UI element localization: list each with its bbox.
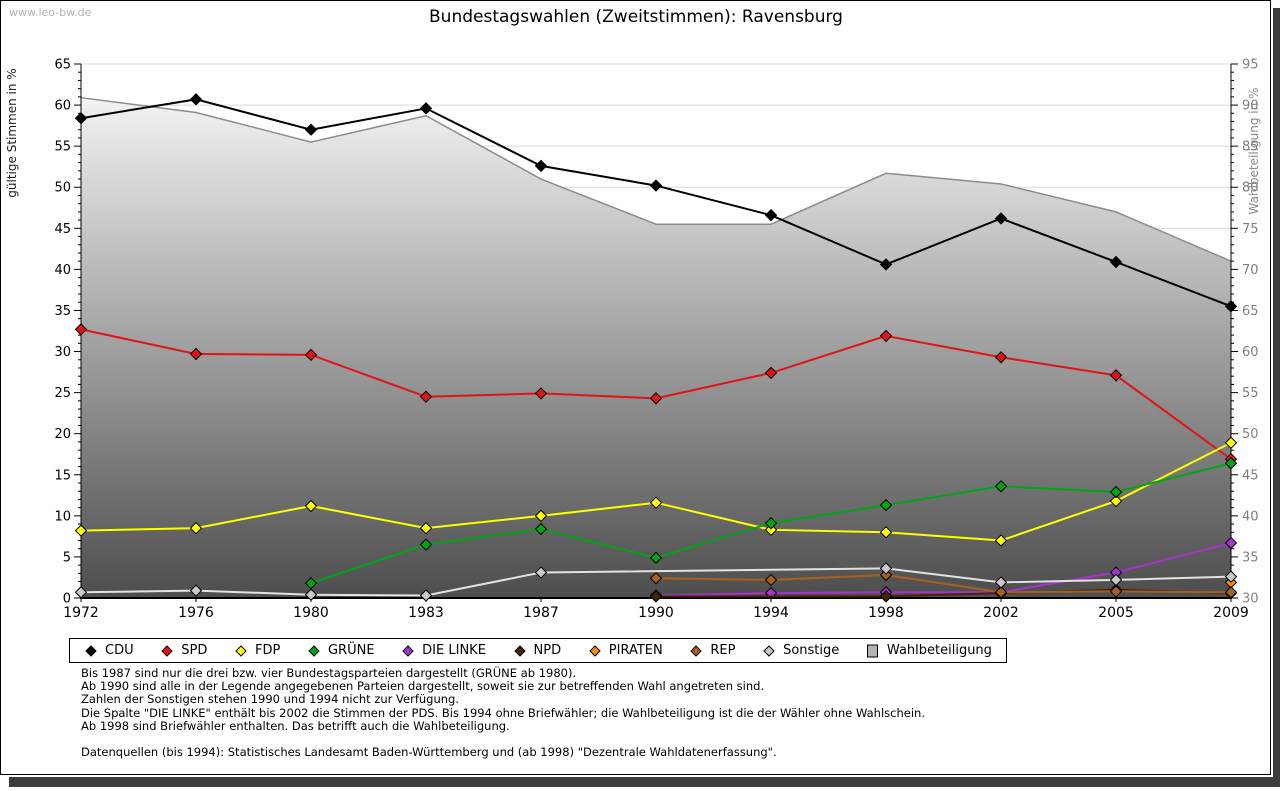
chart-legend: CDU SPD FDP GRÜNE DIE LINKE NPD PIRATEN REP Sons…: [69, 638, 1007, 663]
svg-text:55: 55: [54, 140, 71, 155]
svg-text:65: 65: [54, 58, 71, 73]
svg-text:90: 90: [1242, 99, 1259, 114]
legend-label: SPD: [181, 643, 208, 658]
legend-label: Wahlbeteiligung: [886, 643, 992, 658]
chart-canvas: 0 5 10 15 20 25 30 35 40 45 50 55 60 65 30 35 40 45 50 55 60…: [5, 58, 1261, 622]
legend-label: PIRATEN: [608, 643, 663, 658]
footer-notes: Bis 1987 sind nur die drei bzw. vier Bun…: [81, 666, 925, 760]
legend-label: NPD: [533, 643, 562, 658]
svg-text:45: 45: [54, 222, 71, 237]
footnote-line: Die Spalte "DIE LINKE" enthält bis 2002 …: [81, 705, 925, 720]
svg-text:1972: 1972: [63, 605, 99, 621]
svg-text:1980: 1980: [293, 605, 329, 621]
svg-text:1976: 1976: [178, 605, 214, 621]
drop-shadow-right: [1273, 8, 1280, 785]
svg-text:70: 70: [1242, 263, 1259, 278]
svg-text:95: 95: [1242, 58, 1259, 73]
svg-text:30: 30: [54, 345, 71, 360]
footnote-line: Ab 1998 sind Briefwähler enthalten. Das …: [81, 718, 510, 733]
page-title: Bundestagswahlen (Zweitstimmen): Ravensb…: [429, 7, 843, 27]
footnote-line: Zahlen der Sonstigen stehen 1990 und 199…: [81, 692, 460, 707]
svg-text:35: 35: [54, 304, 71, 319]
svg-text:75: 75: [1242, 222, 1259, 237]
legend-item-fdp: FDP: [234, 643, 280, 658]
svg-text:2002: 2002: [983, 605, 1019, 621]
legend-label: REP: [710, 643, 736, 658]
svg-text:80: 80: [1242, 181, 1259, 196]
legend-item-npd: NPD: [513, 643, 562, 658]
legend-label: CDU: [105, 643, 134, 658]
legend-item-spd: SPD: [160, 643, 207, 658]
svg-text:60: 60: [54, 99, 71, 114]
legend-item-piraten: PIRATEN: [588, 643, 663, 658]
legend-item-sonstige: Sonstige: [762, 643, 839, 658]
legend-diamond-marker: [402, 644, 414, 657]
footnote-line: Ab 1990 sind alle in der Legende angegeb…: [81, 679, 765, 694]
legend-diamond-marker: [763, 644, 775, 657]
legend-diamond-marker: [513, 644, 526, 657]
svg-text:60: 60: [1242, 345, 1259, 360]
legend-item-wahlbeteiligung: Wahlbeteiligung: [866, 643, 992, 658]
svg-text:15: 15: [54, 468, 71, 483]
svg-text:50: 50: [54, 181, 71, 196]
svg-text:gültige Stimmen in %: gültige Stimmen in %: [5, 68, 19, 197]
legend-diamond-marker: [235, 644, 247, 657]
legend-diamond-marker: [690, 644, 703, 657]
svg-text:40: 40: [54, 263, 71, 278]
svg-text:35: 35: [1242, 550, 1259, 565]
svg-text:1998: 1998: [868, 605, 904, 621]
svg-text:20: 20: [54, 427, 71, 442]
footnote-line: Datenquellen (bis 1994): Statistisches L…: [81, 745, 777, 760]
svg-text:5: 5: [63, 550, 71, 565]
svg-text:55: 55: [1242, 386, 1259, 401]
legend-label: GRÜNE: [327, 643, 375, 658]
legend-diamond-marker: [85, 644, 97, 657]
svg-text:40: 40: [1242, 509, 1259, 524]
legend-item-cdu: CDU: [84, 643, 134, 658]
drop-shadow-bottom: [9, 777, 1280, 787]
legend-label: DIE LINKE: [422, 643, 486, 658]
svg-text:45: 45: [1242, 468, 1259, 483]
svg-text:1994: 1994: [753, 605, 789, 621]
legend-square-swatch: [866, 644, 878, 657]
svg-text:25: 25: [54, 386, 71, 401]
legend-diamond-marker: [308, 644, 320, 657]
legend-diamond-marker: [161, 644, 173, 657]
svg-text:30: 30: [1242, 592, 1259, 607]
legend-item-gr-ne: GRÜNE: [307, 643, 375, 658]
svg-text:0: 0: [63, 592, 71, 607]
svg-text:Wahlbeteiligung in %: Wahlbeteiligung in %: [1247, 88, 1261, 215]
legend-label: FDP: [255, 643, 281, 658]
legend-item-die-linke: DIE LINKE: [401, 643, 486, 658]
legend-diamond-marker: [589, 644, 601, 657]
svg-text:1990: 1990: [638, 605, 674, 621]
svg-text:2009: 2009: [1213, 605, 1249, 621]
svg-text:65: 65: [1242, 304, 1259, 319]
legend-label: Sonstige: [783, 643, 840, 658]
svg-text:85: 85: [1242, 140, 1259, 155]
svg-text:1987: 1987: [523, 605, 559, 621]
footnote-line: Bis 1987 sind nur die drei bzw. vier Bun…: [81, 666, 577, 680]
legend-item-rep: REP: [689, 643, 735, 658]
svg-text:50: 50: [1242, 427, 1259, 442]
chart-frame: www.leo-bw.de Bundestagswahlen (Zweitsti…: [0, 0, 1271, 775]
svg-text:2005: 2005: [1098, 605, 1134, 621]
svg-text:1983: 1983: [408, 605, 444, 621]
svg-text:10: 10: [54, 509, 71, 524]
watermark-text: www.leo-bw.de: [9, 6, 92, 19]
